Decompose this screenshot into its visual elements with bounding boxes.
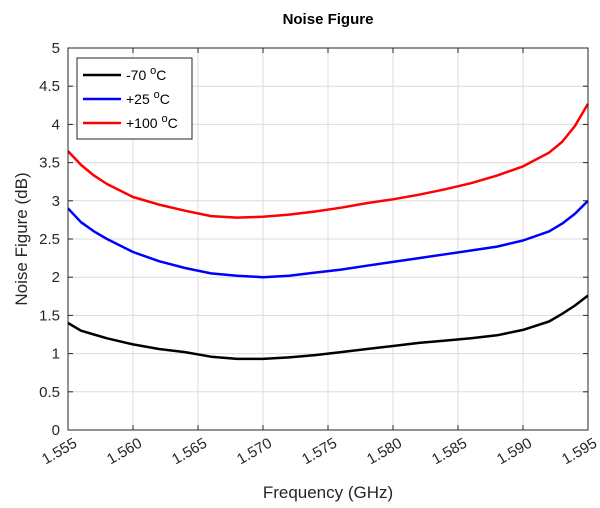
legend-degree-sup-2: o <box>161 113 167 125</box>
x-tick-label: 1.590 <box>494 435 535 468</box>
y-tick-label: 1.5 <box>39 307 60 324</box>
x-tick-label: 1.560 <box>104 435 145 468</box>
x-tick-label: 1.570 <box>234 435 275 468</box>
y-tick-label: 0 <box>52 422 60 439</box>
series-lines <box>67 103 590 361</box>
y-tick-label: 4 <box>52 116 60 133</box>
series-line-2 <box>67 103 590 219</box>
legend-unit-2: C <box>168 115 178 131</box>
legend-label-2: +100 <box>126 115 161 131</box>
y-tick-label: 3 <box>52 193 60 210</box>
legend-entry-2: +100 oC <box>126 113 178 131</box>
y-tick-label: 1 <box>52 346 60 363</box>
legend-entry-0: -70 oC <box>126 65 166 83</box>
legend-degree-sup-1: o <box>154 89 160 101</box>
y-tick-label: 0.5 <box>39 384 60 401</box>
y-tick-label: 2 <box>52 269 60 286</box>
legend-degree-sup-0: o <box>150 65 156 77</box>
legend-label-1: +25 <box>126 91 154 107</box>
x-tick-label: 1.575 <box>299 435 340 468</box>
y-tick-label: 5 <box>52 40 60 57</box>
x-tick-label: 1.565 <box>169 435 210 468</box>
series-line-0 <box>67 294 589 361</box>
y-tick-label: 4.5 <box>39 78 60 95</box>
legend-label-0: -70 <box>126 67 150 83</box>
x-tick-label: 1.585 <box>429 435 470 468</box>
y-tick-label: 3.5 <box>39 155 60 172</box>
y-tick-label: 2.5 <box>39 231 60 248</box>
y-axis-ticks: 0 0.5 1 1.5 2 2.5 3 3.5 4 4.5 5 <box>39 40 588 439</box>
legend-unit-1: C <box>160 91 170 107</box>
y-axis-label: Noise Figure (dB) <box>12 172 31 305</box>
legend-unit-0: C <box>156 67 166 83</box>
legend-entry-1: +25 oC <box>126 89 170 107</box>
x-tick-label: 1.580 <box>364 435 405 468</box>
chart-title: Noise Figure <box>283 11 374 28</box>
grid <box>67 47 589 431</box>
x-tick-label: 1.595 <box>559 435 600 468</box>
x-tick-label: 1.555 <box>39 435 80 468</box>
series-line-1 <box>67 199 589 279</box>
x-axis-label: Frequency (GHz) <box>263 483 393 502</box>
legend: -70 oC+25 oC+100 oC <box>76 57 193 140</box>
